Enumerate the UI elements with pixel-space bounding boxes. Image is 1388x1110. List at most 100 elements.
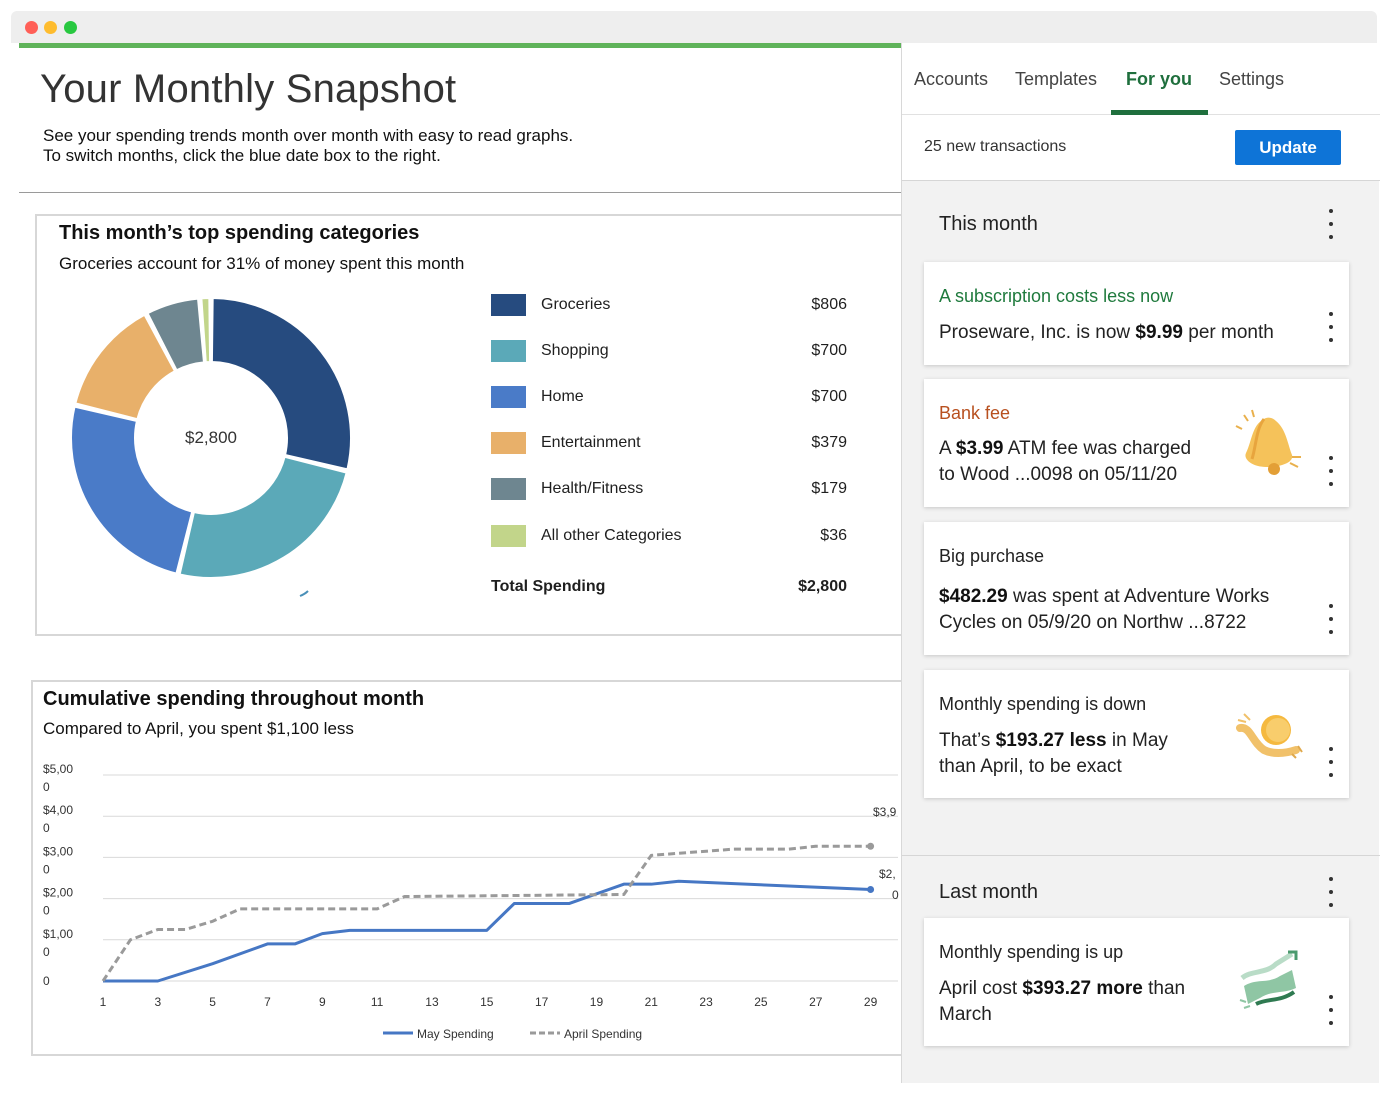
top-categories-panel[interactable]: This month’s top spending categories Gro…: [35, 214, 901, 636]
x-tick-label: 3: [154, 995, 161, 1009]
legend-label: Health/Fitness: [541, 480, 644, 497]
card-more-icon[interactable]: [1326, 995, 1336, 1025]
tab-accounts[interactable]: Accounts: [914, 69, 989, 89]
x-tick-label: 7: [264, 995, 271, 1009]
april-spending-line[interactable]: [101, 844, 871, 982]
card-text: Cycles on 05/9/20 on Northw ...8722: [939, 612, 1247, 633]
chart-artifact-mark: [299, 590, 309, 597]
section-divider: [902, 855, 1380, 856]
y-tick-label: $3,00: [43, 844, 73, 858]
update-button[interactable]: Update: [1235, 130, 1341, 165]
legend-row-health-fitness: Health/Fitness $179: [491, 478, 847, 502]
card-body: April cost $393.27 more than March: [939, 976, 1185, 1028]
entertainment-swatch: [491, 432, 526, 454]
card-title: Monthly spending is down: [939, 694, 1147, 714]
top-categories-title: This month’s top spending categories: [59, 222, 420, 244]
this-month-more-icon[interactable]: [1326, 209, 1336, 239]
x-tick-label: 9: [319, 995, 326, 1009]
card-text: Proseware, Inc. is now: [939, 322, 1136, 343]
card-amount: $3.99: [955, 438, 1004, 459]
card-title: Big purchase: [939, 546, 1045, 566]
may-end-label-line1: $2,: [879, 867, 896, 881]
card-text: per month: [1182, 322, 1274, 343]
bank-fee-card[interactable]: Bank fee A $3.99 ATM fee was charged to …: [924, 379, 1349, 507]
x-tick-label: 5: [209, 995, 216, 1009]
card-amount: $482.29: [939, 586, 1008, 607]
card-body: A $3.99 ATM fee was charged to Wood ...0…: [939, 436, 1191, 488]
card-text: than: [1142, 978, 1186, 999]
minimize-window-button[interactable]: [44, 21, 57, 34]
header-divider: [19, 192, 901, 193]
card-text: was spent at Adventure Works: [1007, 586, 1270, 607]
legend-row-shopping: Shopping $700: [491, 340, 847, 364]
x-tick-label: 1: [100, 995, 107, 1009]
bell-icon: [1235, 409, 1301, 475]
card-text: in May: [1106, 730, 1168, 751]
spending-donut-chart[interactable]: $2,800: [65, 288, 365, 598]
subscription-card[interactable]: A subscription costs less now Proseware,…: [924, 262, 1349, 365]
legend-label: Groceries: [541, 296, 611, 313]
legend-row-home: Home $700: [491, 386, 847, 410]
x-tick-label: 17: [535, 995, 549, 1009]
legend-value: $700: [811, 388, 847, 405]
page-description: See your spending trends month over mont…: [43, 126, 573, 166]
last-month-more-icon[interactable]: [1326, 877, 1336, 907]
donut-slice-shopping[interactable]: [178, 455, 348, 579]
card-text: ATM fee was charged: [1003, 438, 1192, 459]
total-spending-row: Total Spending $2,800: [491, 576, 847, 600]
update-strip: 25 new transactions Update: [902, 115, 1380, 181]
shopping-swatch: [491, 340, 526, 362]
app-window: Your Monthly Snapshot See your spending …: [11, 11, 1380, 1099]
legend-label: All other Categories: [541, 527, 682, 544]
x-tick-label: 25: [754, 995, 768, 1009]
legend-row-groceries: Groceries $806: [491, 294, 847, 318]
donut-slice-home[interactable]: [70, 405, 194, 575]
cumulative-spending-panel[interactable]: Cumulative spending throughout month Com…: [31, 680, 901, 1056]
legend-value: $700: [811, 342, 847, 359]
tab-settings[interactable]: Settings: [1219, 69, 1285, 89]
card-more-icon[interactable]: [1326, 604, 1336, 634]
card-amount: $393.27 more: [1022, 978, 1143, 999]
other-categories-swatch: [491, 525, 526, 547]
donut-slice-entertainment[interactable]: [74, 313, 177, 421]
spending-down-card[interactable]: Monthly spending is down That’s $193.27 …: [924, 670, 1349, 798]
tab-templates[interactable]: Templates: [1015, 69, 1098, 89]
rising-money-icon: [1239, 950, 1298, 1009]
card-text: than April, to be exact: [939, 756, 1122, 777]
donut-slice-groceries[interactable]: [210, 296, 352, 471]
card-title: Monthly spending is up: [939, 942, 1124, 962]
maximize-window-button[interactable]: [64, 21, 77, 34]
close-window-button[interactable]: [25, 21, 38, 34]
groceries-swatch: [491, 294, 526, 316]
x-tick-label: 27: [809, 995, 823, 1009]
falling-coin-icon: [1236, 713, 1303, 759]
x-tick-label: 19: [590, 995, 604, 1009]
tab-for-you[interactable]: For you: [1126, 69, 1192, 89]
card-more-icon[interactable]: [1326, 747, 1336, 777]
card-text: March: [939, 1004, 992, 1025]
y-tick-label: $1,00: [43, 927, 73, 941]
legend-value: $379: [811, 434, 847, 451]
y-tick-label: $5,00: [43, 762, 73, 776]
spending-up-card[interactable]: Monthly spending is up April cost $393.2…: [924, 918, 1349, 1046]
may-spending-line[interactable]: [103, 879, 871, 983]
big-purchase-card[interactable]: Big purchase $482.29 was spent at Advent…: [924, 522, 1349, 655]
legend-value: $36: [820, 527, 847, 544]
y-tick-label: 0: [43, 821, 50, 835]
donut-slice-health-fitness[interactable]: [146, 297, 206, 372]
card-more-icon[interactable]: [1326, 456, 1336, 486]
donut-slice-all-other-categories[interactable]: [200, 296, 212, 364]
total-spending-label: Total Spending: [491, 578, 606, 595]
legend-value: $806: [811, 296, 847, 313]
legend-label: Entertainment: [541, 434, 641, 451]
legend-label: April Spending: [564, 1027, 642, 1041]
insights-pane: Accounts Templates For you Settings 25 n…: [901, 43, 1380, 1083]
legend-row-other: All other Categories $36: [491, 525, 847, 549]
card-text: April cost: [939, 978, 1023, 999]
card-more-icon[interactable]: [1326, 312, 1336, 342]
y-tick-label: 0: [43, 945, 50, 959]
health-fitness-swatch: [491, 478, 526, 500]
y-tick-label: $2,00: [43, 886, 73, 900]
may-end-point: [867, 886, 875, 894]
